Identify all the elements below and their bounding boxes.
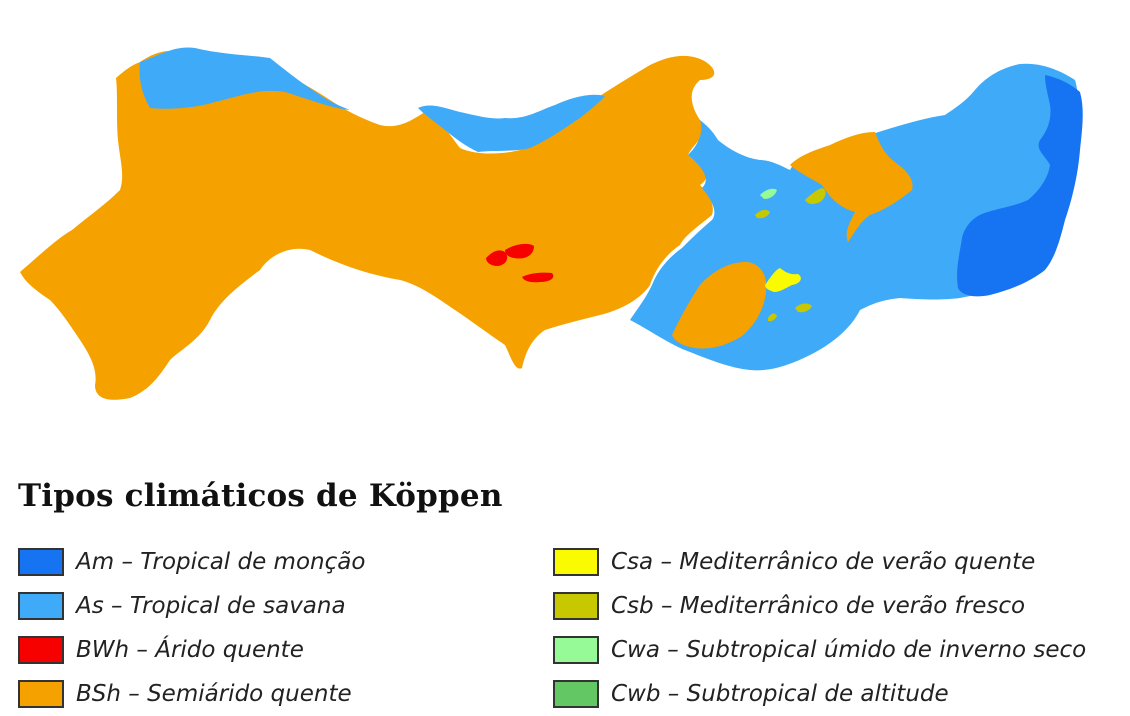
legend-label-csb: Csb – Mediterrânico de verão fresco — [611, 593, 1026, 619]
legend-column-right: Csa – Mediterrânico de verão quente Csb … — [553, 540, 1086, 716]
region-bsh-east-central — [672, 262, 767, 349]
legend-label-cwa: Cwa – Subtropical úmido de inverno seco — [611, 637, 1087, 663]
legend-item-csa: Csa – Mediterrânico de verão quente — [553, 540, 1086, 584]
legend-item-csb: Csb – Mediterrânico de verão fresco — [553, 584, 1086, 628]
region-bsh-east-north — [790, 132, 913, 242]
legend-item-as: As – Tropical de savana — [18, 584, 365, 628]
swatch-bsh — [18, 680, 64, 708]
region-bwh-2 — [505, 243, 534, 259]
region-csb-1 — [805, 188, 826, 205]
region-bsh-west — [20, 50, 715, 400]
region-csb-4 — [768, 313, 777, 322]
legend-label-am: Am – Tropical de monção — [76, 549, 366, 575]
legend-label-bwh: BWh – Árido quente — [76, 637, 304, 663]
legend-label-cwb: Cwb – Subtropical de altitude — [611, 681, 949, 707]
region-as-northwest — [139, 47, 350, 110]
swatch-csa — [553, 548, 599, 576]
swatch-cwb — [553, 680, 599, 708]
legend-label-bsh: BSh – Semiárido quente — [76, 681, 352, 707]
region-bwh-1 — [486, 250, 508, 266]
region-cwa — [760, 188, 777, 199]
region-as-north-middle — [418, 94, 605, 152]
climate-map — [20, 47, 1083, 400]
swatch-csb — [553, 592, 599, 620]
legend-label-as: As – Tropical de savana — [76, 593, 346, 619]
legend-item-bwh: BWh – Árido quente — [18, 628, 365, 672]
legend-label-csa: Csa – Mediterrânico de verão quente — [611, 549, 1036, 575]
legend-item-cwa: Cwa – Subtropical úmido de inverno seco — [553, 628, 1086, 672]
swatch-cwa — [553, 636, 599, 664]
legend-column-left: Am – Tropical de monção As – Tropical de… — [18, 540, 365, 716]
legend-item-cwb: Cwb – Subtropical de altitude — [553, 672, 1086, 716]
legend-item-am: Am – Tropical de monção — [18, 540, 365, 584]
legend-item-bsh: BSh – Semiárido quente — [18, 672, 365, 716]
region-bwh-3 — [522, 272, 554, 283]
swatch-am — [18, 548, 64, 576]
legend-title: Tipos climáticos de Köppen — [18, 478, 503, 514]
region-csb-2 — [755, 209, 770, 219]
swatch-bwh — [18, 636, 64, 664]
swatch-as — [18, 592, 64, 620]
region-csb-3 — [795, 303, 812, 313]
region-am-east — [957, 75, 1083, 297]
region-csa — [765, 268, 801, 292]
